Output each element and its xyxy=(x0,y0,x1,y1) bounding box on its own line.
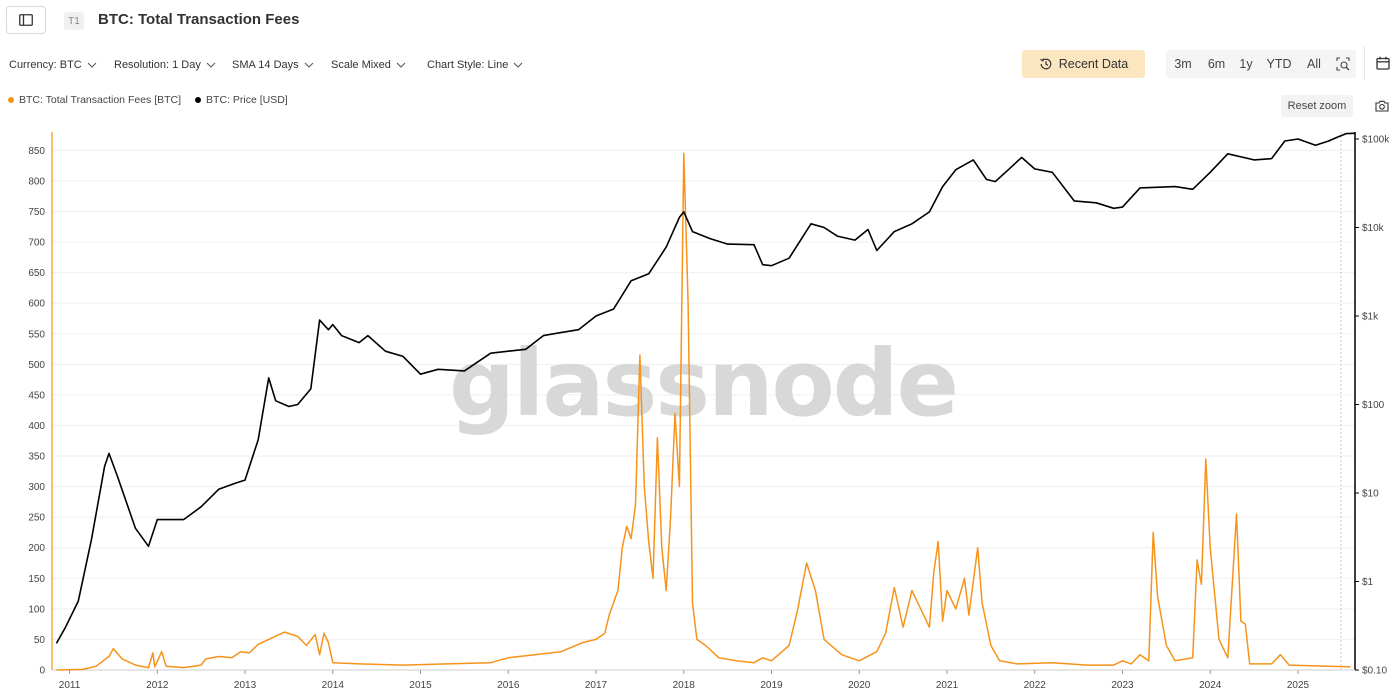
sma-select-label: SMA 14 Days xyxy=(232,59,299,71)
y-left-tick-label: 450 xyxy=(28,390,45,401)
sidebar-toggle-icon xyxy=(19,14,33,26)
y-left-tick-label: 600 xyxy=(28,299,45,310)
camera-icon xyxy=(1375,100,1389,112)
history-icon xyxy=(1039,58,1052,70)
y-left-tick-label: 50 xyxy=(34,635,46,646)
x-tick-label: 2018 xyxy=(673,680,696,691)
series-line-price xyxy=(55,132,1356,644)
calendar-button[interactable] xyxy=(1364,46,1400,80)
chart-style-select[interactable]: Chart Style: Line xyxy=(427,52,523,78)
chart-badge: T1 xyxy=(64,12,84,30)
y-left-tick-label: 800 xyxy=(28,176,45,187)
y-right-tick-label: $100 xyxy=(1362,400,1385,411)
y-left-tick-label: 100 xyxy=(28,604,45,615)
y-left-tick-label: 550 xyxy=(28,329,45,340)
x-tick-label: 2013 xyxy=(234,680,257,691)
range-1y-button[interactable]: 1y xyxy=(1239,57,1253,71)
recent-data-button[interactable]: Recent Data xyxy=(1022,50,1145,78)
y-left-tick-label: 200 xyxy=(28,543,45,554)
chart-style-select-label: Chart Style: Line xyxy=(427,59,509,71)
x-axis: 2011 2012 2013 2014 2015 2016 2017 2018 2019 2020… xyxy=(59,670,1310,691)
legend-item-price[interactable]: BTC: Price [USD] xyxy=(195,94,288,106)
zoom-select-icon xyxy=(1335,57,1350,71)
x-tick-label: 2017 xyxy=(585,680,608,691)
resolution-select[interactable]: Resolution: 1 Day xyxy=(114,52,216,78)
screenshot-button[interactable] xyxy=(1372,97,1392,115)
x-tick-label: 2024 xyxy=(1199,680,1222,691)
scale-select[interactable]: Scale Mixed xyxy=(331,52,406,78)
y-right-tick-label: $1k xyxy=(1362,312,1379,323)
y-right-tick-label: $0.10 xyxy=(1362,666,1387,677)
y-right-tick-label: $1 xyxy=(1362,577,1374,588)
x-tick-label: 2023 xyxy=(1111,680,1134,691)
left-y-axis: 0 50 100 150 200 250 300 350 400 450 500 550 600 650 7… xyxy=(28,146,45,677)
range-3m-button[interactable]: 3m xyxy=(1174,57,1192,71)
legend-label-price: BTC: Price [USD] xyxy=(206,94,288,106)
y-right-tick-label: $100k xyxy=(1362,135,1390,146)
chart-legend: BTC: Total Transaction Fees [BTC] BTC: P… xyxy=(8,92,302,108)
legend-dot-price xyxy=(195,97,202,103)
range-6m-button[interactable]: 6m xyxy=(1207,57,1226,71)
x-tick-label: 2021 xyxy=(936,680,959,691)
y-left-tick-label: 300 xyxy=(28,482,45,493)
y-left-tick-label: 350 xyxy=(28,452,45,463)
y-left-tick-label: 400 xyxy=(28,421,45,432)
y-right-tick-label: $10k xyxy=(1362,223,1385,234)
y-left-tick-label: 650 xyxy=(28,268,45,279)
currency-select[interactable]: Currency: BTC xyxy=(9,52,97,78)
y-left-tick-label: 250 xyxy=(28,513,45,524)
reset-zoom-button[interactable]: Reset zoom xyxy=(1281,95,1353,117)
currency-select-label: Currency: BTC xyxy=(9,59,82,71)
range-selector: 3m 6m 1y YTD All xyxy=(1166,50,1356,78)
legend-item-fees[interactable]: BTC: Total Transaction Fees [BTC] xyxy=(8,94,181,106)
chevron-down-icon xyxy=(206,62,216,68)
x-tick-label: 2012 xyxy=(146,680,169,691)
sma-select[interactable]: SMA 14 Days xyxy=(232,52,314,78)
x-tick-label: 2019 xyxy=(760,680,783,691)
fees-price-chart[interactable]: glassnode 0 50 100 150 200 250 300 350 400 450 500… xyxy=(0,125,1400,700)
x-tick-label: 2022 xyxy=(1024,680,1047,691)
legend-dot-fees xyxy=(8,97,14,103)
chevron-down-icon xyxy=(87,62,97,68)
range-ytd-button[interactable]: YTD xyxy=(1266,57,1292,71)
page-title: BTC: Total Transaction Fees xyxy=(98,11,300,28)
y-left-tick-label: 0 xyxy=(39,666,45,677)
chevron-down-icon xyxy=(513,62,523,68)
chevron-down-icon xyxy=(304,62,313,68)
calendar-icon xyxy=(1375,56,1390,70)
resolution-select-label: Resolution: 1 Day xyxy=(114,59,201,71)
y-left-tick-label: 700 xyxy=(28,238,45,249)
y-left-tick-label: 850 xyxy=(28,146,45,157)
y-left-tick-label: 150 xyxy=(28,574,45,585)
range-all-button[interactable]: All xyxy=(1307,57,1321,71)
y-left-tick-label: 500 xyxy=(28,360,45,371)
recent-data-label: Recent Data xyxy=(1058,57,1129,71)
top-bar: T1 BTC: Total Transaction Fees xyxy=(0,0,1400,44)
x-tick-label: 2020 xyxy=(848,680,871,691)
x-tick-label: 2011 xyxy=(59,680,81,691)
right-y-axis: $0.10 $1 $10 $100 $1k $10k $100k xyxy=(1355,135,1390,677)
chevron-down-icon xyxy=(396,62,406,68)
zoom-select-button[interactable] xyxy=(1329,50,1356,78)
y-right-tick-label: $10 xyxy=(1362,489,1379,500)
watermark: glassnode xyxy=(449,330,957,437)
scale-select-label: Scale Mixed xyxy=(331,59,391,71)
legend-label-fees: BTC: Total Transaction Fees [BTC] xyxy=(19,94,182,106)
x-tick-label: 2014 xyxy=(322,680,345,691)
sidebar-toggle-button[interactable] xyxy=(6,6,46,34)
series-line-fees xyxy=(56,152,1351,671)
y-left-tick-label: 750 xyxy=(28,207,45,218)
x-tick-label: 2025 xyxy=(1287,680,1310,691)
x-tick-label: 2015 xyxy=(409,680,432,691)
x-tick-label: 2016 xyxy=(497,680,520,691)
